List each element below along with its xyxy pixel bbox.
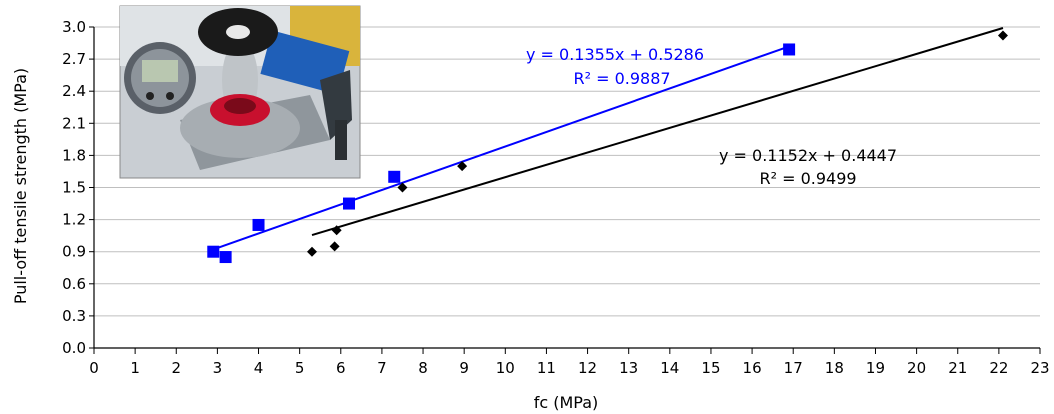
black-diamond-point [457,161,468,172]
blue-equation: y = 0.1355x + 0.5286 [526,45,704,64]
y-axis-label: Pull-off tensile strength (MPa) [11,68,30,304]
x-tick-label: 22 [989,359,1008,377]
x-tick-label: 17 [784,359,803,377]
black-diamond-point [331,225,342,236]
y-tick-label: 0.0 [62,339,86,357]
x-tick-label: 1 [130,359,140,377]
x-tick-label: 8 [418,359,428,377]
markers [207,30,1008,264]
blue-r2: R² = 0.9887 [573,69,670,88]
blue-square-point [207,245,220,258]
x-tick-label: 9 [459,359,469,377]
x-tick-label: 16 [743,359,762,377]
blue-square-point [252,218,265,231]
blue-square-point [783,43,796,56]
blue-square-point [343,197,356,210]
black-diamond-point [997,30,1008,41]
x-tick-label: 19 [866,359,885,377]
x-tick-label: 2 [171,359,181,377]
x-tick-label: 20 [907,359,926,377]
black-diamond-point [329,241,340,252]
x-tick-label: 23 [1030,359,1049,377]
tick-labels: 0.00.30.60.91.21.51.82.12.42.73.00 1 2 3 4 5 6… [62,18,1049,377]
y-tick-label: 3.0 [62,18,86,36]
x-tick-label: 10 [496,359,515,377]
inset-photo [119,5,361,179]
black-trendline [311,27,1004,237]
trendlines [212,27,1004,251]
y-tick-label: 2.7 [62,50,86,68]
x-tick-label: 3 [213,359,223,377]
x-tick-label: 14 [660,359,679,377]
blue-square-point [219,251,232,264]
x-tick-label: 0 [89,359,99,377]
y-tick-label: 0.9 [62,243,86,261]
x-tick-label: 15 [701,359,720,377]
y-tick-label: 1.2 [62,211,86,229]
x-tick-label: 18 [825,359,844,377]
x-tick-label: 5 [295,359,305,377]
black-diamond-point [306,246,317,257]
axes [89,26,1041,354]
x-axis-label: fc (MPa) [534,393,599,412]
y-tick-label: 2.4 [62,82,86,100]
x-tick-label: 4 [254,359,264,377]
y-tick-label: 0.6 [62,275,86,293]
blue-trendline [212,45,790,251]
x-tick-label: 12 [578,359,597,377]
x-tick-label: 13 [619,359,638,377]
x-tick-label: 7 [377,359,387,377]
y-tick-label: 1.8 [62,146,86,164]
y-tick-label: 2.1 [62,114,86,132]
y-tick-label: 0.3 [62,307,86,325]
black-r2: R² = 0.9499 [759,169,856,188]
y-tick-label: 1.5 [62,179,86,197]
x-tick-label: 11 [537,359,556,377]
black-equation: y = 0.1152x + 0.4447 [719,146,897,165]
x-tick-label: 21 [948,359,967,377]
blue-square-point [388,170,401,183]
black-diamond-point [397,182,408,193]
x-tick-label: 6 [336,359,346,377]
